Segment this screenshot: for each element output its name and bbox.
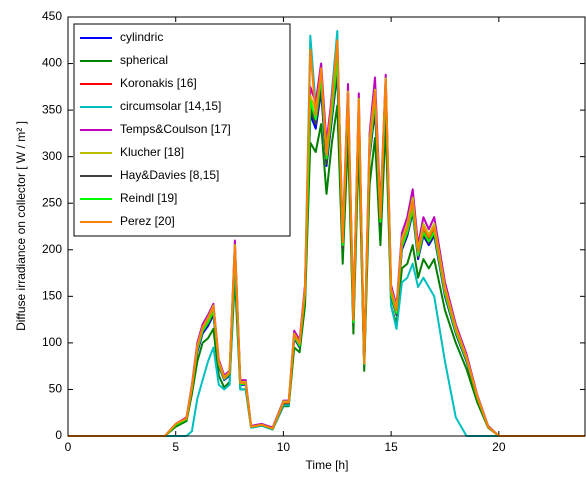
y-tick-label: 350 xyxy=(42,102,62,116)
x-tick-label: 10 xyxy=(277,440,291,454)
legend-label: Koronakis [16] xyxy=(120,76,197,90)
legend-label: circumsolar [14,15] xyxy=(120,99,221,113)
series-line xyxy=(68,39,585,437)
y-axis-label: Diffuse irradiance on collector [ W / m²… xyxy=(14,121,28,331)
legend-label: Reindl [19] xyxy=(120,191,177,205)
legend-label: Temps&Coulson [17] xyxy=(120,122,231,136)
legend-label: Klucher [18] xyxy=(120,145,184,159)
x-tick-label: 0 xyxy=(65,440,72,454)
legend-label: Perez [20] xyxy=(120,214,175,228)
axes-box xyxy=(67,16,586,437)
x-axis-label: Time [h] xyxy=(306,458,349,472)
y-tick-label: 0 xyxy=(55,428,62,442)
x-tick-label: 15 xyxy=(384,440,398,454)
y-tick-label: 200 xyxy=(42,242,62,256)
x-tick-label: 5 xyxy=(172,440,179,454)
y-tick-label: 300 xyxy=(42,149,62,163)
y-tick-label: 250 xyxy=(42,195,62,209)
series-line xyxy=(68,104,585,437)
legend-label: Hay&Davies [8,15] xyxy=(120,168,219,182)
x-tick-label: 20 xyxy=(492,440,506,454)
y-tick-label: 50 xyxy=(49,382,63,396)
legend-label: spherical xyxy=(120,53,168,67)
legend-label: cylindric xyxy=(120,30,163,44)
y-tick-label: 450 xyxy=(42,9,62,23)
y-tick-label: 400 xyxy=(42,56,62,70)
y-tick-label: 100 xyxy=(42,335,62,349)
y-tick-label: 150 xyxy=(42,289,62,303)
legend: cylindric spherical Koronakis [16] circumso… xyxy=(73,23,291,237)
